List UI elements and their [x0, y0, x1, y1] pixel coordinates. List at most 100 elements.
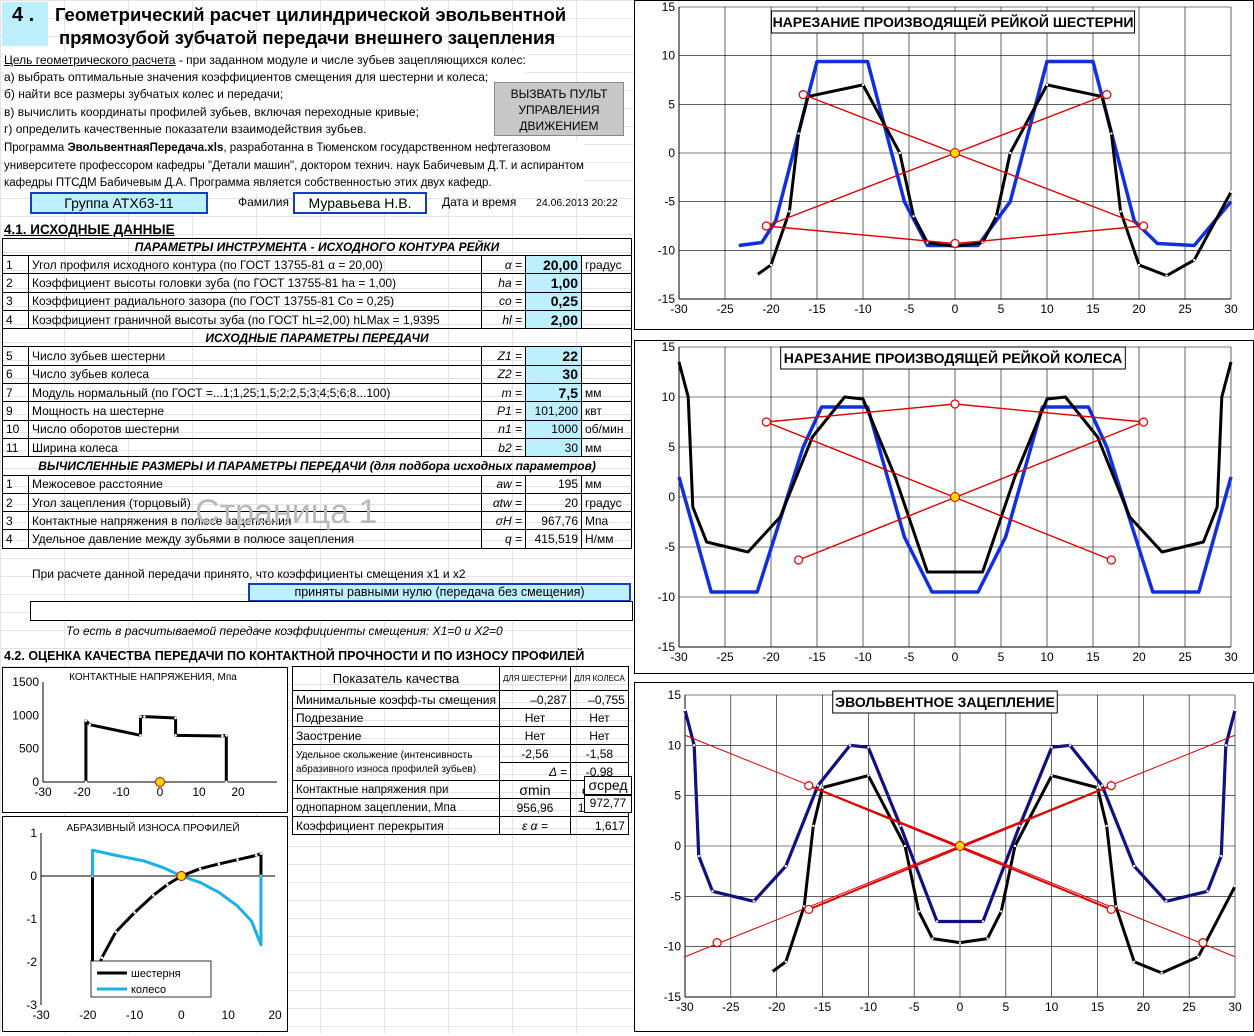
row-value: 195: [525, 474, 582, 494]
x-tick-label: -25: [716, 302, 734, 316]
data-point: [1050, 746, 1053, 749]
contact-point: [804, 780, 814, 791]
x-tick-label: 20: [1132, 650, 1146, 664]
pole-marker: [176, 871, 187, 881]
sigma-min-value: 956,96: [499, 798, 571, 817]
alpha-input[interactable]: 20,00: [525, 254, 582, 275]
y-tick-label: 5: [668, 97, 675, 111]
z2-input[interactable]: 30: [525, 364, 582, 385]
co-input[interactable]: 0,25: [525, 291, 582, 311]
x-tick-label: -10: [854, 302, 872, 316]
table-row: 5 Число зубьев шестерни Z1 = 22: [2, 346, 632, 366]
data-point: [1206, 890, 1209, 893]
goal-text: - при заданном модуле и числе зубьев зац…: [175, 53, 526, 67]
data-point: [1193, 258, 1196, 262]
quality-value: –0,755: [569, 690, 629, 709]
rpm-input[interactable]: 1000: [525, 419, 582, 439]
row-symbol: co =: [481, 291, 526, 311]
data-point: [1114, 905, 1118, 908]
row-unit: градус: [581, 254, 632, 275]
program-text: университете профессором кафедры "Детали…: [4, 159, 584, 172]
rack-profile-line: [738, 59, 1233, 248]
quality-col-pinion: ДЛЯ ШЕСТЕРНИ: [499, 666, 571, 691]
x-tick-label: -10: [854, 650, 872, 664]
line-of-action: [766, 421, 1112, 561]
wear-chart: АБРАЗИВНЫЙ ИЗНОСА ПРОФИЛЕЙ -30 -20 -10 0 10 20…: [2, 816, 288, 1032]
ha-input[interactable]: 1,00: [525, 273, 582, 293]
x-tick-label: 25: [1178, 302, 1192, 316]
wear-plot: АБРАЗИВНЫЙ ИЗНОСА ПРОФИЛЕЙ-30 -20 -10 0 10 20…: [26, 821, 282, 1022]
y-tick-label: -5: [664, 540, 675, 554]
row-number: 4: [2, 309, 29, 330]
tool-header: ПАРАМЕТРЫ ИНСТРУМЕНТА - ИСХОДНОГО КОНТУР…: [2, 238, 632, 256]
y-tick-label: 500: [19, 742, 39, 756]
legend-box: [90, 960, 212, 998]
data-point: [133, 911, 136, 914]
data-point: [756, 273, 759, 276]
x-tick-label: 20: [268, 1008, 282, 1022]
y-tick-label: 5: [668, 440, 675, 454]
power-input[interactable]: 101,200: [525, 401, 582, 421]
program-name: ЭвольвентнаяПередача.xls: [67, 142, 224, 154]
data-point: [100, 956, 104, 959]
x-tick-label: 15: [1086, 302, 1100, 316]
row-symbol: aw =: [481, 474, 526, 494]
table-row: Контактные напряжения приσminσmax: [291, 780, 629, 799]
data-point: [935, 920, 939, 923]
row-number: 4: [2, 529, 29, 549]
datetime-value: 24.06.2013 20:22: [536, 197, 618, 209]
data-point: [1132, 864, 1136, 868]
motion-control-button[interactable]: ВЫЗВАТЬ ПУЛЬТ УПРАВЛЕНИЯ ДВИЖЕНИЕМ: [494, 82, 624, 136]
surname-field[interactable]: Муравьева Н.В.: [293, 192, 427, 214]
slip-label: Удельное скольжение (интенсивность: [296, 749, 473, 761]
overlap-value: 1,617: [569, 816, 629, 835]
y-tick-label: -2: [26, 955, 37, 969]
contact-point: [1139, 417, 1149, 427]
width-input[interactable]: 30: [525, 437, 582, 458]
chart-title-box: [770, 10, 1136, 34]
x-tick-label: -20: [762, 650, 780, 664]
contact-stress-chart: КОНТАКТНЫЕ НАПРЯЖЕНИЯ, Мпа -30 -20 -10 0 10 20…: [2, 667, 288, 813]
pinion-wear-line: [90, 852, 263, 985]
x-tick-label: 25: [1182, 1000, 1196, 1014]
data-point: [139, 734, 142, 737]
z1-input[interactable]: 22: [525, 346, 582, 366]
chart-title-box: [780, 346, 1126, 370]
y-tick-label: 10: [662, 390, 676, 404]
x-tick-label: -30: [670, 650, 688, 664]
data-point: [217, 862, 221, 866]
module-input[interactable]: 7,5: [525, 383, 582, 403]
data-point: [1233, 708, 1237, 712]
chart-title-box: [832, 690, 1058, 714]
shift-note: При расчете данной передачи принято, что…: [32, 567, 466, 581]
goal-item: в) вычислить координаты профилей зубьев,…: [4, 104, 419, 119]
hl-input[interactable]: 2,00: [525, 309, 582, 330]
y-tick-label: 0: [668, 146, 675, 160]
row-number: 3: [2, 511, 29, 531]
data-point: [198, 867, 202, 870]
data-point: [995, 215, 998, 218]
x-tick-label: 0: [957, 1000, 964, 1014]
surname-label: Фамилия: [238, 195, 289, 209]
row-symbol: Z1 =: [481, 346, 526, 366]
contact-point: [804, 904, 814, 915]
data-point: [1110, 132, 1113, 135]
data-point: [1068, 744, 1072, 747]
table-row: 9 Мощность на шестерне P1 = 101,200 квт: [2, 401, 632, 421]
row-number: 6: [2, 364, 29, 385]
data-point: [1224, 744, 1228, 747]
pinion-tooth-line: [756, 83, 1233, 278]
quality-col-gear: ДЛЯ КОЛЕСА: [569, 666, 629, 691]
row-label: Коэффициент граничной высоты зуба (по ГО…: [28, 309, 482, 330]
data-point: [152, 894, 155, 897]
pinion-cutting-chart: -30 -25 -20 -15 -10 -5 0 5 10 15 20 25 30 -15 -10 -5 0 5 1…: [634, 0, 1254, 330]
line-of-action: [766, 93, 1108, 227]
contact-point: [1198, 938, 1208, 948]
contact-point: [1139, 221, 1149, 231]
table-row: Удельное скольжение (интенсивность абрази…: [291, 744, 629, 781]
y-tick-label: -5: [664, 195, 675, 209]
group-field[interactable]: Группа АТХб3-11: [30, 192, 208, 214]
table-row: 3 Коэффициент радиального зазора (по ГОСТ…: [2, 291, 632, 311]
x-tick-label: -30: [670, 302, 688, 316]
gear-cutting-plot: -30 -25 -20 -15 -10 -5 0 5 10 15 20 25 30 -15 -10 -5 0 5 1…: [658, 340, 1238, 664]
